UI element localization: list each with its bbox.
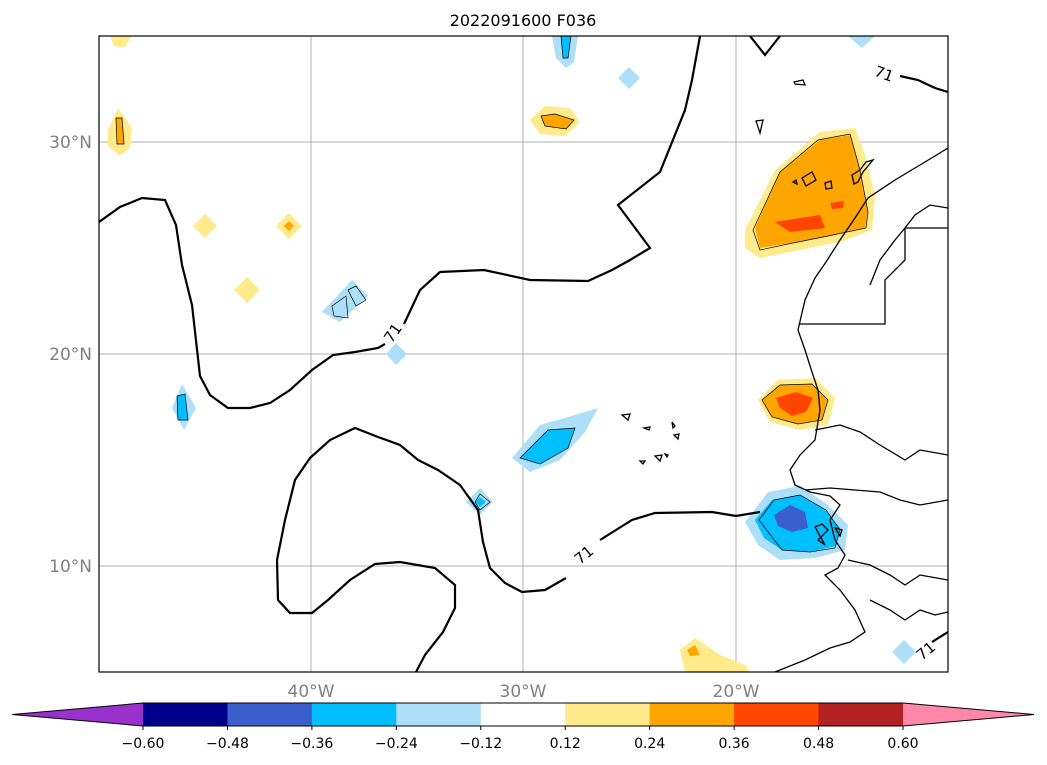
island-canary-3 xyxy=(801,171,817,187)
patch-south-right xyxy=(892,640,916,664)
contour-lines-71 xyxy=(99,36,948,672)
colorbar-segment xyxy=(565,703,651,726)
coastlines xyxy=(620,79,948,672)
island-canary-1 xyxy=(793,79,807,86)
colorbar-tick-label: −0.60 xyxy=(122,736,165,752)
patch-west-top xyxy=(110,36,132,48)
patch-west-30n-inner xyxy=(116,118,124,144)
contour-71-north-b xyxy=(403,36,702,325)
island-canary-5 xyxy=(851,158,875,185)
colorbar-extend-high xyxy=(903,703,1034,726)
patch-nw-africa-inner-2 xyxy=(830,201,844,209)
island-canary-2 xyxy=(791,178,798,186)
patch-central-inner xyxy=(520,428,575,464)
colorbar-tick-label: 0.48 xyxy=(803,736,834,752)
contour-label-71-c: 71 xyxy=(872,62,896,85)
patch-nw-africa-inner xyxy=(775,215,825,232)
latitude-labels: 30°N 20°N 10°N xyxy=(49,133,92,577)
colorbar-segment xyxy=(734,703,820,726)
patch-cape-verde-inner xyxy=(776,392,813,416)
colorbar-segment xyxy=(818,703,904,726)
border-sahel xyxy=(814,424,948,461)
positive-anomaly-patches xyxy=(108,36,875,672)
island-canary-4 xyxy=(824,180,833,190)
patch-south-outer xyxy=(680,638,750,672)
colorbar-tick-label: 0.36 xyxy=(719,736,750,752)
patch-senegal-inner xyxy=(774,505,808,532)
border-guinea xyxy=(847,559,948,586)
colorbar-tick-label: −0.36 xyxy=(290,736,333,752)
island-cv-6 xyxy=(653,454,663,463)
colorbar-tick-label: 0.24 xyxy=(634,736,665,752)
gridlines xyxy=(99,36,948,672)
border-liberia xyxy=(869,599,948,621)
island-cv-7 xyxy=(663,452,669,459)
patch-diamond-d xyxy=(386,343,407,365)
colorbar-segment xyxy=(311,703,397,726)
island-cv-4 xyxy=(672,433,680,441)
colorbar-segment xyxy=(480,703,566,726)
island-madeira xyxy=(755,119,764,136)
island-bijagos-2 xyxy=(833,526,843,538)
patch-diamond-1 xyxy=(193,214,217,238)
patch-south-inner xyxy=(687,645,700,656)
patch-nw-africa-mid xyxy=(755,135,868,248)
lat-label-20n: 20°N xyxy=(49,345,92,365)
longitude-labels: 40°W 30°W 20°W xyxy=(288,682,760,702)
colorbar-tick-label: −0.48 xyxy=(206,736,249,752)
patch-diamond-c-inner xyxy=(475,497,486,507)
colorbar-segment xyxy=(396,703,482,726)
island-cv-1 xyxy=(620,413,631,422)
patch-diamond-e xyxy=(618,67,640,89)
contour-71-south xyxy=(275,426,567,672)
lon-label-20w: 20°W xyxy=(713,682,760,702)
contour-71-top-right-b xyxy=(899,74,948,94)
colorbar-segment xyxy=(227,703,313,726)
patch-diamond-3 xyxy=(234,277,260,303)
island-cv-3 xyxy=(671,421,676,430)
map-frame xyxy=(98,35,949,673)
lat-label-30n: 30°N xyxy=(49,133,92,153)
coast-africa xyxy=(774,147,948,672)
colorbar-segment xyxy=(649,703,735,726)
contour-71-south-b xyxy=(599,510,761,541)
colorbar-tick-label: 0.12 xyxy=(550,736,581,752)
island-cv-2 xyxy=(641,426,651,431)
patch-top-right xyxy=(848,36,875,48)
patch-west-22n xyxy=(322,280,368,322)
lon-label-30w: 30°W xyxy=(500,682,547,702)
patch-diamond-2-inner xyxy=(284,221,294,231)
patch-west-17n-inner xyxy=(177,394,188,420)
island-bissagos xyxy=(814,523,829,546)
contour-71-top-right xyxy=(749,36,781,57)
colorbar-extend-low xyxy=(12,703,143,726)
contour-71-bottom-right xyxy=(931,631,948,643)
map-area: 71 71 71 71 xyxy=(99,36,948,672)
colorbar-tick-label: −0.12 xyxy=(459,736,502,752)
chart-title: 2022091600 F036 xyxy=(450,11,597,30)
border-mauritania-top xyxy=(800,227,948,325)
contour-71-north xyxy=(99,196,386,410)
island-cv-5 xyxy=(638,460,647,466)
colorbar: −0.60 −0.48 −0.36 −0.24 −0.12 0.12 0.24 0.36 0.4… xyxy=(11,702,1035,752)
lat-label-10n: 10°N xyxy=(49,557,92,577)
border-senegal xyxy=(804,487,948,506)
lon-label-40w: 40°W xyxy=(288,682,335,702)
colorbar-tick-label: −0.24 xyxy=(375,736,418,752)
colorbar-segment xyxy=(143,703,228,726)
colorbar-tick-label: 0.60 xyxy=(887,736,918,752)
